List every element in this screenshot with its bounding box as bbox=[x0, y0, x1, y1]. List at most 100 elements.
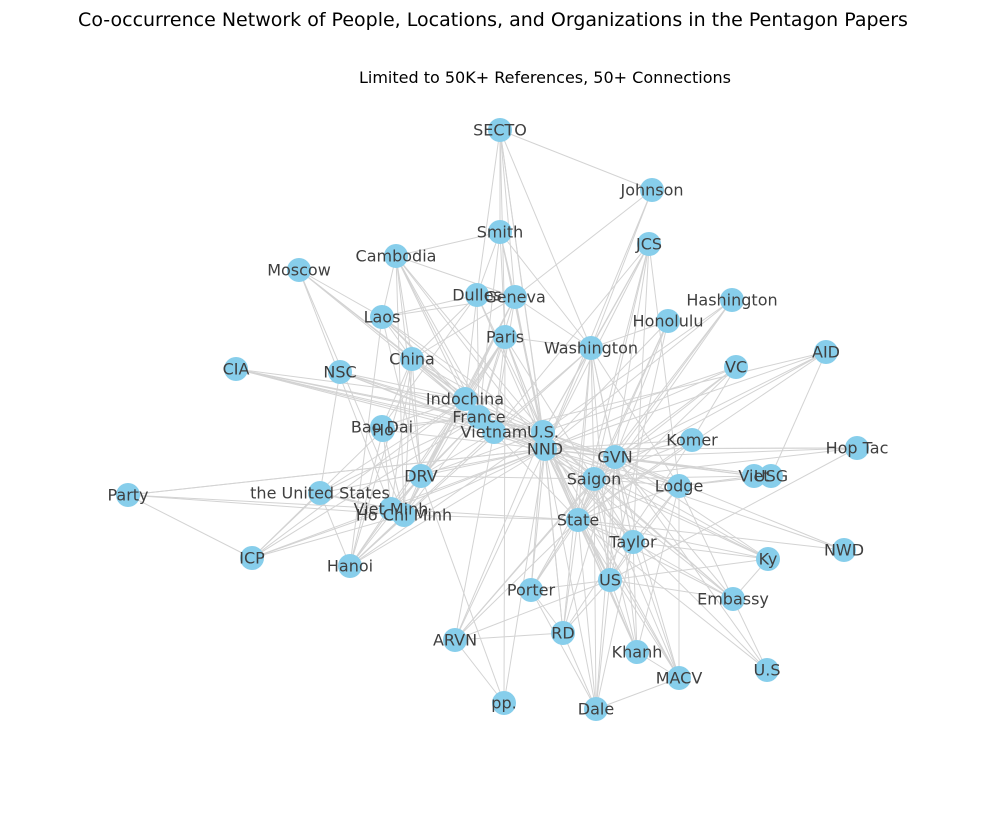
edge-dulles-nnd bbox=[476, 294, 546, 450]
node-embassy bbox=[721, 587, 745, 611]
node-moscow bbox=[287, 258, 311, 282]
edge-state-embassy bbox=[577, 519, 734, 600]
node-label-secto: SECTO bbox=[473, 121, 527, 140]
edge-nsc-us_dots bbox=[339, 371, 544, 433]
edge-indochina-us_dots bbox=[464, 398, 544, 433]
edge-secto-washington bbox=[499, 129, 592, 349]
edge-state-dale bbox=[577, 519, 597, 710]
node-vc bbox=[724, 355, 748, 379]
edge-gvn-u_s bbox=[614, 456, 768, 671]
edge-rd-dale bbox=[562, 632, 597, 710]
node-label-taylor: Taylor bbox=[608, 533, 657, 552]
node-label-indochina: Indochina bbox=[426, 390, 504, 409]
edge-france-drv bbox=[420, 416, 480, 477]
edge-jcs-lodge bbox=[648, 243, 680, 487]
edge-china-hochiminh bbox=[403, 358, 413, 516]
edge-state-macv bbox=[577, 519, 680, 679]
node-label-hochiminh: Ho Chi Minh bbox=[356, 506, 452, 525]
node-nsc bbox=[328, 360, 352, 384]
edge-geneva-china bbox=[411, 296, 516, 360]
node-label-icp: ICP bbox=[239, 549, 265, 568]
node-label-hanoi: Hanoi bbox=[327, 557, 373, 576]
edge-cambodia-vietnam bbox=[395, 255, 495, 433]
edge-us-porter bbox=[530, 579, 611, 591]
node-label-cia: CIA bbox=[223, 360, 250, 379]
node-label-china: China bbox=[389, 350, 435, 369]
edge-aid-vietnam bbox=[493, 351, 827, 433]
edge-smith-washington bbox=[499, 231, 592, 349]
chart-title: Co-occurrence Network of People, Locatio… bbox=[78, 9, 908, 31]
node-dulles bbox=[465, 283, 489, 307]
edge-nnd-macv bbox=[544, 448, 680, 679]
edge-indochina-baodai bbox=[381, 398, 466, 428]
node-honolulu bbox=[656, 309, 680, 333]
node-label-dale: Dale bbox=[578, 700, 614, 719]
edge-nnd-komer bbox=[544, 439, 693, 450]
edge-gvn-taylor bbox=[614, 456, 634, 543]
edge-nnd-hochiminh bbox=[403, 448, 546, 516]
edge-vc-gvn bbox=[614, 366, 737, 458]
node-label-dulles: Dulles bbox=[452, 286, 502, 305]
node-state bbox=[566, 508, 590, 532]
node-pp bbox=[492, 691, 516, 715]
node-label-unitedstates: the United States bbox=[250, 484, 390, 503]
edge-drv-saigon bbox=[420, 475, 595, 480]
edge-hoptac-gvn bbox=[614, 447, 858, 458]
edge-rd-arvn bbox=[454, 632, 564, 641]
edge-ho-hanoi bbox=[349, 429, 384, 567]
node-party bbox=[116, 483, 140, 507]
node-label-us_dots: U.S. bbox=[527, 423, 559, 442]
edge-macv-dale bbox=[595, 677, 680, 710]
edge-ho-nnd bbox=[382, 429, 546, 450]
edge-aid-usg bbox=[770, 351, 827, 477]
edge-ho-vietminh bbox=[382, 429, 392, 510]
edge-washington-state bbox=[577, 347, 592, 521]
edge-china-us_dots bbox=[411, 358, 544, 433]
edge-washington-saigon bbox=[590, 347, 595, 480]
edge-lodge-us bbox=[609, 485, 680, 581]
node-label-party: Party bbox=[107, 486, 148, 505]
node-label-arvn: ARVN bbox=[433, 631, 477, 650]
node-label-baodai: Bao Dai bbox=[351, 418, 413, 437]
edge-hoptac-saigon bbox=[593, 447, 858, 480]
node-label-france: France bbox=[452, 408, 505, 427]
node-label-gvn: GVN bbox=[597, 448, 632, 467]
edge-paris-saigon bbox=[504, 336, 595, 480]
edge-us_dots-hanoi bbox=[349, 431, 544, 567]
node-label-vietnam: Vietnam bbox=[461, 423, 528, 442]
edge-unitedstates-hanoi bbox=[319, 492, 351, 567]
node-saigon bbox=[582, 467, 606, 491]
edge-state-arvn bbox=[454, 519, 579, 641]
edge-taylor-ky bbox=[632, 541, 769, 560]
edge-taylor-dale bbox=[595, 541, 634, 710]
edge-party-nnd bbox=[127, 448, 546, 496]
edge-nnd-ky bbox=[544, 448, 769, 560]
edge-indochina-vietminh bbox=[390, 398, 466, 510]
edge-moscow-laos bbox=[298, 269, 383, 318]
edge-honolulu-washington bbox=[590, 320, 669, 349]
node-icp bbox=[240, 546, 264, 570]
node-label-washington: Washington bbox=[544, 339, 638, 358]
edge-nsc-unitedstates bbox=[319, 371, 341, 494]
node-france bbox=[467, 405, 491, 429]
node-label-viet: Viet bbox=[738, 467, 769, 486]
edge-cia-vietnam bbox=[235, 368, 495, 433]
node-label-khanh: Khanh bbox=[612, 643, 663, 662]
edge-nnd-rd bbox=[544, 448, 564, 634]
node-label-geneva: Geneva bbox=[484, 288, 546, 307]
edge-gvn-embassy bbox=[614, 456, 734, 600]
node-porter bbox=[519, 578, 543, 602]
node-china bbox=[400, 347, 424, 371]
edge-gvn-nwd bbox=[614, 456, 845, 551]
edge-vc-us_dots bbox=[542, 366, 737, 433]
edge-nnd-embassy bbox=[544, 448, 734, 600]
edge-unitedstates-vietminh bbox=[319, 492, 392, 510]
node-khanh bbox=[625, 640, 649, 664]
edge-drv-pp bbox=[420, 475, 505, 704]
edge-hoptac-us bbox=[609, 447, 858, 581]
edge-aid-nnd bbox=[544, 351, 827, 450]
node-johnson bbox=[640, 178, 664, 202]
node-label-laos: Laos bbox=[364, 308, 401, 327]
node-label-lodge: Lodge bbox=[655, 477, 704, 496]
